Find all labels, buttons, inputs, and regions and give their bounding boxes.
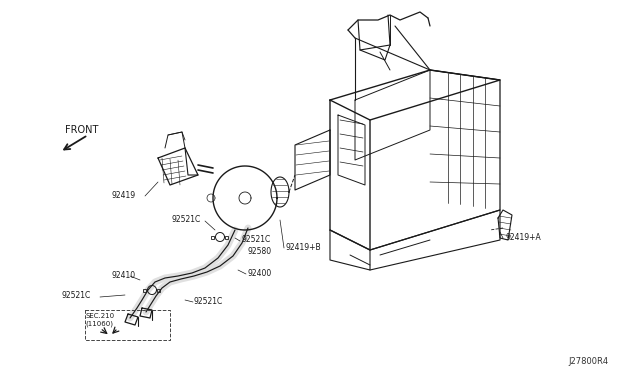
Text: 92419: 92419 — [112, 192, 136, 201]
Text: 92410: 92410 — [112, 272, 136, 280]
Text: 92419+B: 92419+B — [286, 244, 322, 253]
Text: J27800R4: J27800R4 — [568, 357, 608, 366]
Text: 92521C: 92521C — [194, 298, 223, 307]
Text: FRONT: FRONT — [65, 125, 99, 135]
Text: 92419+A: 92419+A — [505, 234, 541, 243]
Text: 92521C: 92521C — [172, 215, 201, 224]
Bar — [211, 235, 214, 238]
Text: 92521C: 92521C — [242, 235, 271, 244]
Text: 92400: 92400 — [248, 269, 272, 279]
Bar — [157, 289, 159, 292]
Bar — [225, 235, 227, 238]
Bar — [143, 289, 146, 292]
Text: SEC.210
(11060): SEC.210 (11060) — [85, 313, 114, 327]
Text: 92521C: 92521C — [62, 292, 92, 301]
Text: 92580: 92580 — [248, 247, 272, 257]
